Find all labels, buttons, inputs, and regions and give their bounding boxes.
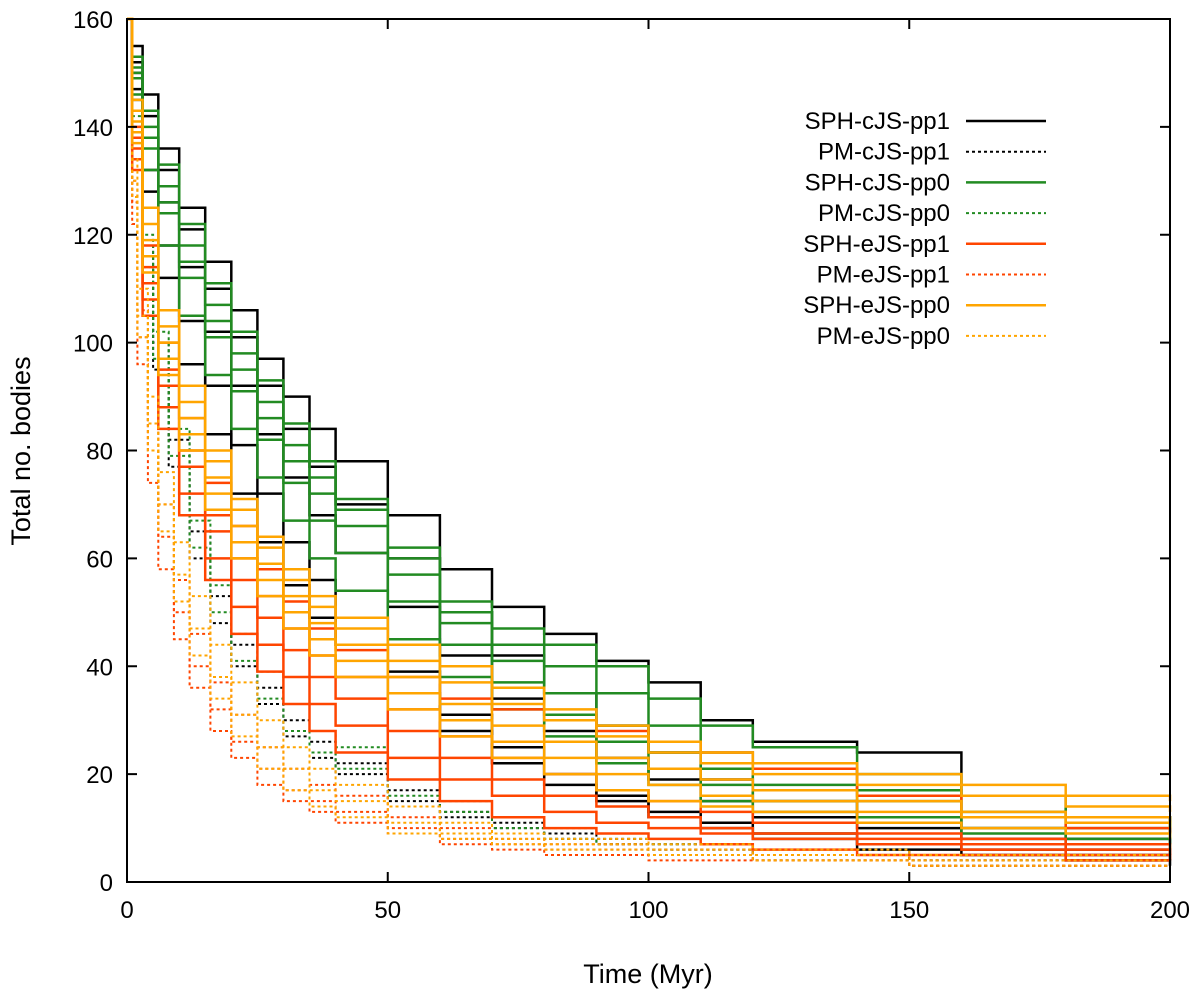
legend-item-pm-cjs-pp0: PM-cJS-pp0 [818, 200, 1046, 227]
legend: SPH-cJS-pp1 PM-cJS-pp1 SPH-cJS-pp0 PM-cJS-p… [803, 108, 1046, 350]
y-axis-label: Total no. bodies [6, 356, 36, 545]
legend-label: PM-cJS-pp1 [818, 139, 950, 166]
y-tick-label: 0 [100, 870, 113, 897]
y-tick-label: 80 [86, 439, 113, 466]
legend-item-pm-ejs-pp1: PM-eJS-pp1 [817, 262, 1046, 289]
legend-item-sph-ejs-pp1: SPH-eJS-pp1 [803, 231, 1046, 258]
series-line-sph-ejs-pp0-run-5 [127, 17, 1172, 839]
legend-label: SPH-eJS-pp1 [803, 231, 950, 258]
y-tick-label: 20 [86, 762, 113, 789]
x-tick-label: 200 [1150, 897, 1190, 924]
series-line-pm-ejs-pp1-run-3 [127, 18, 1171, 872]
y-tick-label: 120 [73, 223, 113, 250]
legend-item-sph-cjs-pp0: SPH-cJS-pp0 [805, 169, 1046, 196]
plot-lines [127, 17, 1172, 872]
x-tick-label: 0 [120, 897, 133, 924]
y-tick-label: 40 [86, 654, 113, 681]
legend-label: PM-eJS-pp0 [817, 323, 950, 350]
y-tick-label: 100 [73, 331, 113, 358]
legend-item-pm-ejs-pp0: PM-eJS-pp0 [817, 323, 1046, 350]
legend-label: SPH-cJS-pp1 [805, 108, 950, 135]
legend-item-sph-cjs-pp1: SPH-cJS-pp1 [805, 108, 1046, 135]
x-tick-label: 150 [889, 897, 929, 924]
axis-ticks [126, 18, 1171, 883]
x-tick-label: 50 [374, 897, 401, 924]
legend-label: SPH-cJS-pp0 [805, 169, 950, 196]
x-tick-label: 100 [628, 897, 668, 924]
legend-item-sph-ejs-pp0: SPH-eJS-pp0 [803, 292, 1046, 319]
tick-labels: 0 50 100 150 200 0 20 40 60 80 100 120 140 160 [73, 7, 1190, 924]
x-axis-label: Time (Myr) [583, 959, 712, 989]
legend-label: PM-eJS-pp1 [817, 262, 950, 289]
y-tick-label: 60 [86, 546, 113, 573]
legend-label: SPH-eJS-pp0 [803, 292, 950, 319]
legend-item-pm-cjs-pp1: PM-cJS-pp1 [818, 139, 1046, 166]
y-tick-label: 160 [73, 7, 113, 34]
legend-label: PM-cJS-pp0 [818, 200, 950, 227]
y-tick-label: 140 [73, 115, 113, 142]
